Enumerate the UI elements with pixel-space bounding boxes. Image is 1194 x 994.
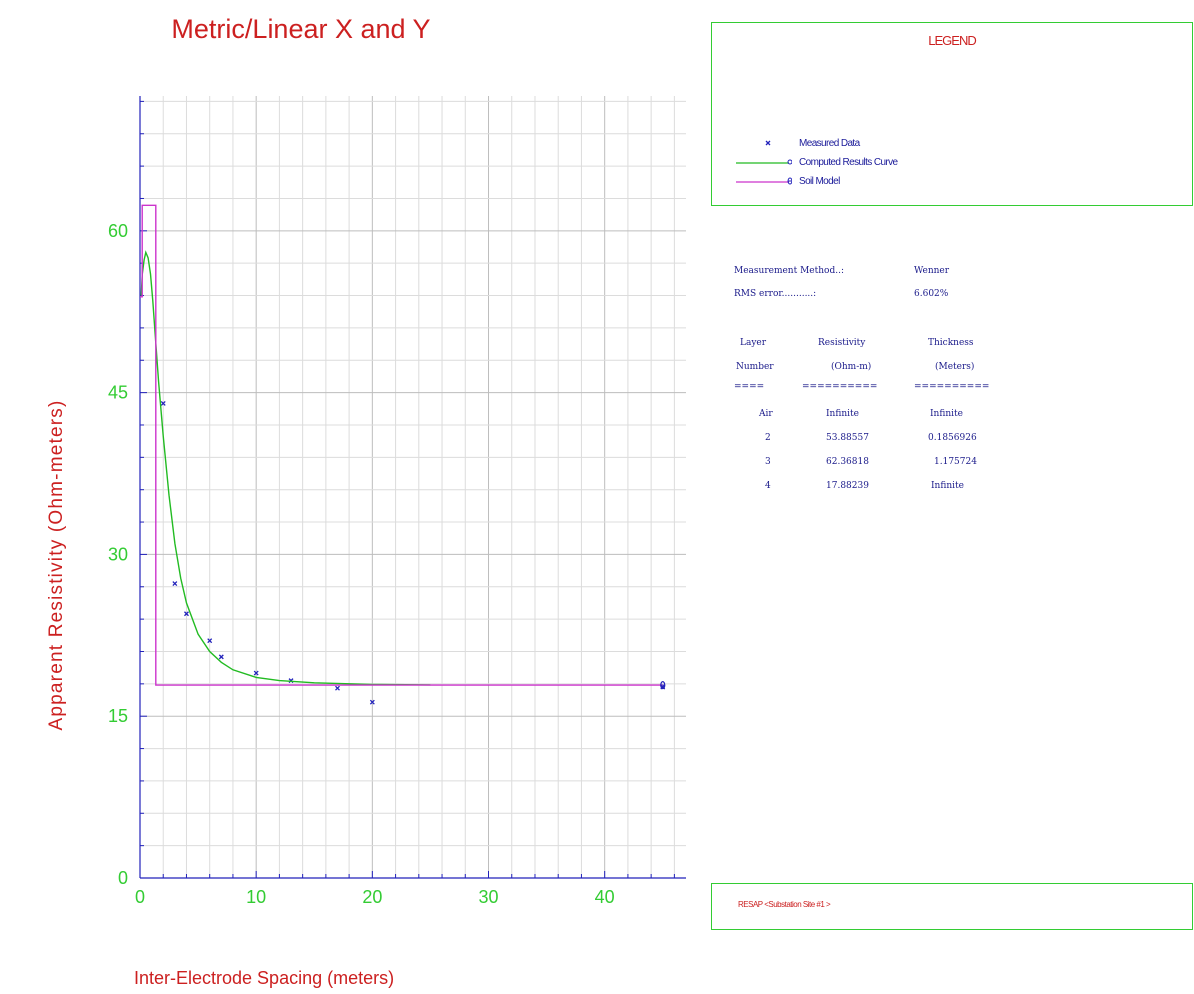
header-number: Number xyxy=(736,362,774,372)
tick-labels: 0 10 20 30 40 0 15 30 45 60 xyxy=(108,221,615,907)
computed-curve-line xyxy=(140,250,431,686)
x-tick-label: 30 xyxy=(478,887,498,907)
legend-item-computed: Computed Results Curve xyxy=(732,156,1132,170)
y-tick-label: 30 xyxy=(108,544,128,564)
separator-resistivity: ========== xyxy=(802,382,878,392)
legend-label-measured: Measured Data xyxy=(799,138,860,149)
legend-label-soil: Soil Model xyxy=(799,176,840,187)
soil-model-line xyxy=(140,204,663,686)
legend-item-measured: Measured Data xyxy=(732,137,1132,151)
footer-text: RESAP <Substation Site #1 > xyxy=(738,900,831,909)
y-tick-label: 45 xyxy=(108,383,128,403)
table-row-2-thickness: 0.1856926 xyxy=(928,433,977,443)
table-row-2-layer: 2 xyxy=(765,433,771,443)
series-group xyxy=(140,204,666,705)
table-row-3-layer: 3 xyxy=(765,457,771,467)
table-row-air-layer: Air xyxy=(759,409,773,419)
line-theta-icon xyxy=(736,177,792,185)
table-row-air-resistivity: Infinite xyxy=(826,409,859,419)
chart-title: Metric/Linear X and Y xyxy=(171,14,430,44)
y-axis-label: Apparent Resistivity (Ohm-meters) xyxy=(46,399,67,730)
table-row-4-resistivity: 17.88239 xyxy=(826,481,869,491)
x-tick-label: 0 xyxy=(135,887,145,907)
measured-data-point xyxy=(172,581,178,586)
x-tick-label: 20 xyxy=(362,887,382,907)
separator-thickness: ========== xyxy=(914,382,990,392)
measured-data-point xyxy=(253,670,259,676)
measured-data-point xyxy=(207,638,213,644)
table-row-4-thickness: Infinite xyxy=(931,481,964,491)
table-row-4-layer: 4 xyxy=(765,481,771,491)
rms-value: 6.602% xyxy=(914,289,949,299)
measured-data-point xyxy=(184,611,189,617)
footer-panel: RESAP <Substation Site #1 > xyxy=(711,883,1193,930)
grid xyxy=(140,96,686,878)
legend-title: LEGEND xyxy=(928,33,976,48)
x-axis-label: Inter-Electrode Spacing (meters) xyxy=(134,968,394,988)
rms-label: RMS error...........: xyxy=(734,289,817,299)
axes xyxy=(139,96,686,879)
table-row-2-resistivity: 53.88557 xyxy=(826,433,869,443)
legend-item-soil: Soil Model xyxy=(732,175,1132,189)
y-tick-label: 15 xyxy=(108,706,128,726)
x-tick-label: 40 xyxy=(595,887,615,907)
marker-x-icon xyxy=(765,140,771,146)
method-value: Wenner xyxy=(914,266,950,276)
header-resistivity: Resistivity xyxy=(818,338,866,348)
separator-layer: ==== xyxy=(734,382,765,392)
table-row-air-thickness: Infinite xyxy=(930,409,963,419)
legend-label-computed: Computed Results Curve xyxy=(799,157,898,168)
header-ohm-m: (Ohm-m) xyxy=(831,362,872,372)
x-tick-label: 10 xyxy=(246,887,266,907)
measured-data-point xyxy=(218,654,224,660)
measured-data-point xyxy=(369,699,375,705)
y-tick-label: 60 xyxy=(108,221,128,241)
legend-panel: LEGEND Measured Data Computed Results Cu… xyxy=(711,22,1193,206)
header-layer: Layer xyxy=(740,338,767,348)
header-meters: (Meters) xyxy=(935,362,975,372)
table-row-3-resistivity: 62.36818 xyxy=(826,457,869,467)
y-tick-label: 0 xyxy=(118,868,128,888)
line-circle-icon xyxy=(736,159,792,165)
header-thickness: Thickness xyxy=(928,338,974,348)
table-row-3-thickness: 1.175724 xyxy=(934,457,977,467)
measured-data-point xyxy=(335,685,340,691)
method-label: Measurement Method..: xyxy=(734,266,844,276)
measured-data-point xyxy=(160,400,166,406)
